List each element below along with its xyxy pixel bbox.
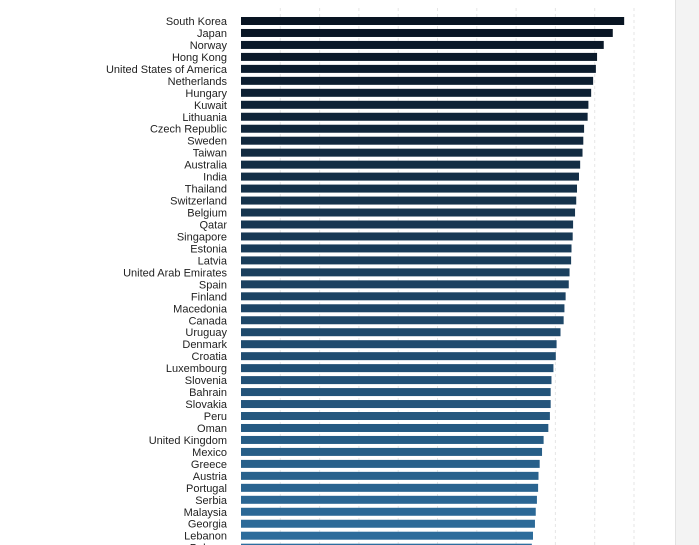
- category-label: Lebanon: [184, 531, 227, 543]
- bar[interactable]: [241, 531, 533, 540]
- bar[interactable]: [241, 76, 594, 85]
- category-label: Hong Kong: [172, 52, 227, 64]
- category-label: Bahrain: [189, 387, 227, 399]
- bar[interactable]: [241, 52, 598, 61]
- bar[interactable]: [241, 412, 550, 421]
- bar[interactable]: [241, 364, 554, 373]
- bar[interactable]: [241, 483, 539, 492]
- category-label: Taiwan: [193, 148, 227, 160]
- category-label: Mexico: [192, 447, 227, 459]
- bar[interactable]: [241, 268, 570, 277]
- category-label: Oman: [197, 423, 227, 435]
- bar[interactable]: [241, 507, 536, 516]
- category-label: Serbia: [195, 495, 228, 507]
- category-label: Denmark: [182, 339, 227, 351]
- bar[interactable]: [241, 423, 549, 432]
- bar[interactable]: [241, 17, 625, 25]
- category-label: Estonia: [190, 243, 228, 255]
- bar[interactable]: [241, 495, 537, 504]
- category-label: Portugal: [186, 483, 227, 495]
- category-label: United Arab Emirates: [123, 267, 227, 279]
- category-label: Greece: [191, 459, 227, 471]
- bar[interactable]: [241, 256, 572, 265]
- bars: [241, 17, 625, 545]
- category-label: Austria: [193, 471, 228, 483]
- bar[interactable]: [241, 184, 578, 193]
- category-label: Uruguay: [185, 327, 227, 339]
- bar[interactable]: [241, 376, 552, 385]
- bar[interactable]: [241, 340, 557, 349]
- bar[interactable]: [241, 28, 613, 37]
- bar[interactable]: [241, 388, 551, 397]
- category-label: Croatia: [192, 351, 228, 363]
- category-label: Czech Republic: [150, 124, 228, 136]
- bar[interactable]: [241, 196, 577, 205]
- category-label: Japan: [197, 28, 227, 40]
- category-label: Slovakia: [185, 399, 227, 411]
- bar[interactable]: [241, 543, 532, 545]
- category-label: Australia: [184, 160, 228, 172]
- category-label: Slovenia: [185, 375, 228, 387]
- category-label: Luxembourg: [166, 363, 227, 375]
- bar[interactable]: [241, 112, 588, 121]
- bar[interactable]: [241, 64, 596, 73]
- bar[interactable]: [241, 280, 569, 289]
- scrollbar-track[interactable]: [675, 0, 699, 545]
- category-label: United States of America: [106, 64, 228, 76]
- bar[interactable]: [241, 244, 572, 253]
- category-label: Peru: [204, 411, 227, 423]
- bar[interactable]: [241, 400, 551, 409]
- category-label: Netherlands: [168, 76, 228, 88]
- category-label: India: [203, 172, 228, 184]
- category-label: Norway: [190, 40, 228, 52]
- bar[interactable]: [241, 435, 544, 444]
- bar[interactable]: [241, 292, 566, 301]
- bar[interactable]: [241, 148, 583, 157]
- category-label: Macedonia: [173, 303, 228, 315]
- category-label: Belarus: [190, 543, 228, 545]
- bar[interactable]: [241, 304, 565, 313]
- bar[interactable]: [241, 519, 535, 528]
- category-label: Lithuania: [182, 112, 228, 124]
- bar[interactable]: [241, 100, 589, 109]
- category-label: United Kingdom: [149, 435, 227, 447]
- category-label: South Korea: [166, 16, 228, 28]
- bar[interactable]: [241, 136, 584, 145]
- category-label: Thailand: [185, 184, 227, 196]
- category-label: Finland: [191, 291, 227, 303]
- bar[interactable]: [241, 232, 573, 241]
- category-label: Malaysia: [184, 507, 228, 519]
- bar[interactable]: [241, 40, 604, 49]
- category-label: Georgia: [188, 519, 228, 531]
- category-label: Canada: [188, 315, 227, 327]
- category-label: Qatar: [199, 219, 227, 231]
- bar[interactable]: [241, 88, 592, 97]
- bar[interactable]: [241, 447, 543, 456]
- bar[interactable]: [241, 172, 579, 181]
- category-label: Singapore: [177, 231, 227, 243]
- bar[interactable]: [241, 124, 585, 133]
- category-label: Spain: [199, 279, 227, 291]
- bar[interactable]: [241, 316, 564, 325]
- bar[interactable]: [241, 459, 540, 468]
- bar[interactable]: [241, 160, 581, 169]
- bar[interactable]: [241, 352, 556, 361]
- bar[interactable]: [241, 220, 574, 229]
- bar[interactable]: [241, 471, 539, 480]
- category-label: Hungary: [185, 88, 227, 100]
- bar[interactable]: [241, 208, 576, 217]
- category-label: Switzerland: [170, 196, 227, 208]
- category-label: Sweden: [187, 136, 227, 148]
- bar[interactable]: [241, 328, 561, 337]
- category-label: Kuwait: [194, 100, 227, 112]
- category-label: Belgium: [187, 208, 227, 220]
- category-label: Latvia: [198, 255, 228, 267]
